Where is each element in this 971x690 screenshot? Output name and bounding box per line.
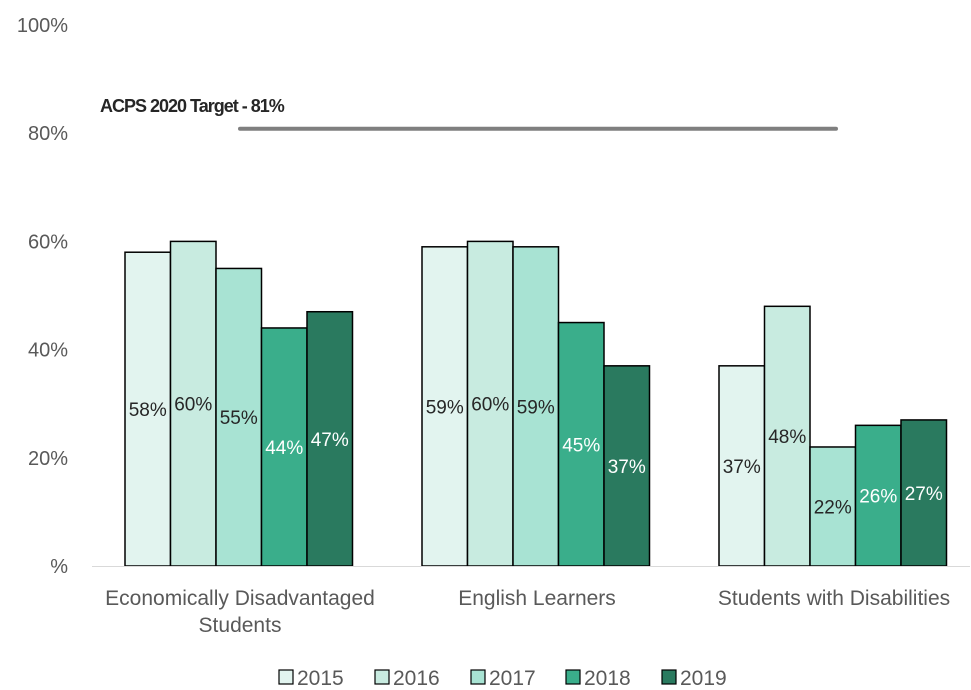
data-label: 26% xyxy=(859,487,897,508)
bar-2019-1 xyxy=(603,365,651,567)
bar-2016-2 xyxy=(763,305,811,567)
y-tick-label: 20% xyxy=(28,448,68,470)
category-label: Students xyxy=(199,614,282,637)
legend-label-2016: 2016 xyxy=(393,667,440,690)
legend-label-2018: 2018 xyxy=(584,667,631,690)
data-label: 60% xyxy=(174,395,212,416)
category-label: Students with Disabilities xyxy=(718,587,950,610)
bar-2018-0 xyxy=(260,327,308,567)
y-axis: % 20% 40% 60% 80% 100% xyxy=(17,15,68,578)
legend-label-2017: 2017 xyxy=(489,667,536,690)
data-label: 45% xyxy=(562,435,600,456)
data-label: 59% xyxy=(517,397,555,418)
data-label: 27% xyxy=(905,484,943,505)
legend-swatch-2017 xyxy=(470,669,486,685)
legend: 2015 2016 2017 2018 2019 xyxy=(278,667,727,690)
bar-2015-2 xyxy=(718,365,766,567)
legend-swatch-2015 xyxy=(278,669,294,685)
legend-label-2019: 2019 xyxy=(680,667,727,690)
data-label: 55% xyxy=(220,408,258,429)
bars xyxy=(124,240,948,567)
bar-2017-1 xyxy=(512,246,560,567)
legend-swatch-2018 xyxy=(565,669,581,685)
data-label: 60% xyxy=(471,395,509,416)
bar-2018-2 xyxy=(854,424,902,567)
legend-swatch-2016 xyxy=(374,669,390,685)
legend-swatch-2019 xyxy=(661,669,677,685)
y-tick-label: 40% xyxy=(28,340,68,362)
category-label: Economically Disadvantaged xyxy=(105,587,375,610)
bar-2015-0 xyxy=(124,251,172,567)
x-axis: Economically Disadvantaged Students Englis… xyxy=(92,566,970,637)
y-tick-label: 100% xyxy=(17,15,68,37)
bar-2015-1 xyxy=(421,246,469,567)
target-line-group: ACPS 2020 Target - 81% xyxy=(100,96,838,131)
data-label: 44% xyxy=(265,438,303,459)
data-label: 58% xyxy=(129,400,167,421)
legend-label-2015: 2015 xyxy=(297,667,344,690)
data-label: 47% xyxy=(311,430,349,451)
y-tick-label: % xyxy=(50,556,68,578)
data-label: 48% xyxy=(768,427,806,448)
data-labels: 58% 59% 37% 60% 60% 48% 55% 59% 22% 44% 45% 26% 47% 3… xyxy=(129,395,943,519)
data-label: 37% xyxy=(723,457,761,478)
target-line-label: ACPS 2020 Target - 81% xyxy=(100,96,285,116)
data-label: 22% xyxy=(814,497,852,518)
data-label: 37% xyxy=(608,457,646,478)
category-label: English Learners xyxy=(458,587,616,610)
y-tick-label: 60% xyxy=(28,231,68,253)
data-label: 59% xyxy=(426,397,464,418)
y-tick-label: 80% xyxy=(28,123,68,145)
